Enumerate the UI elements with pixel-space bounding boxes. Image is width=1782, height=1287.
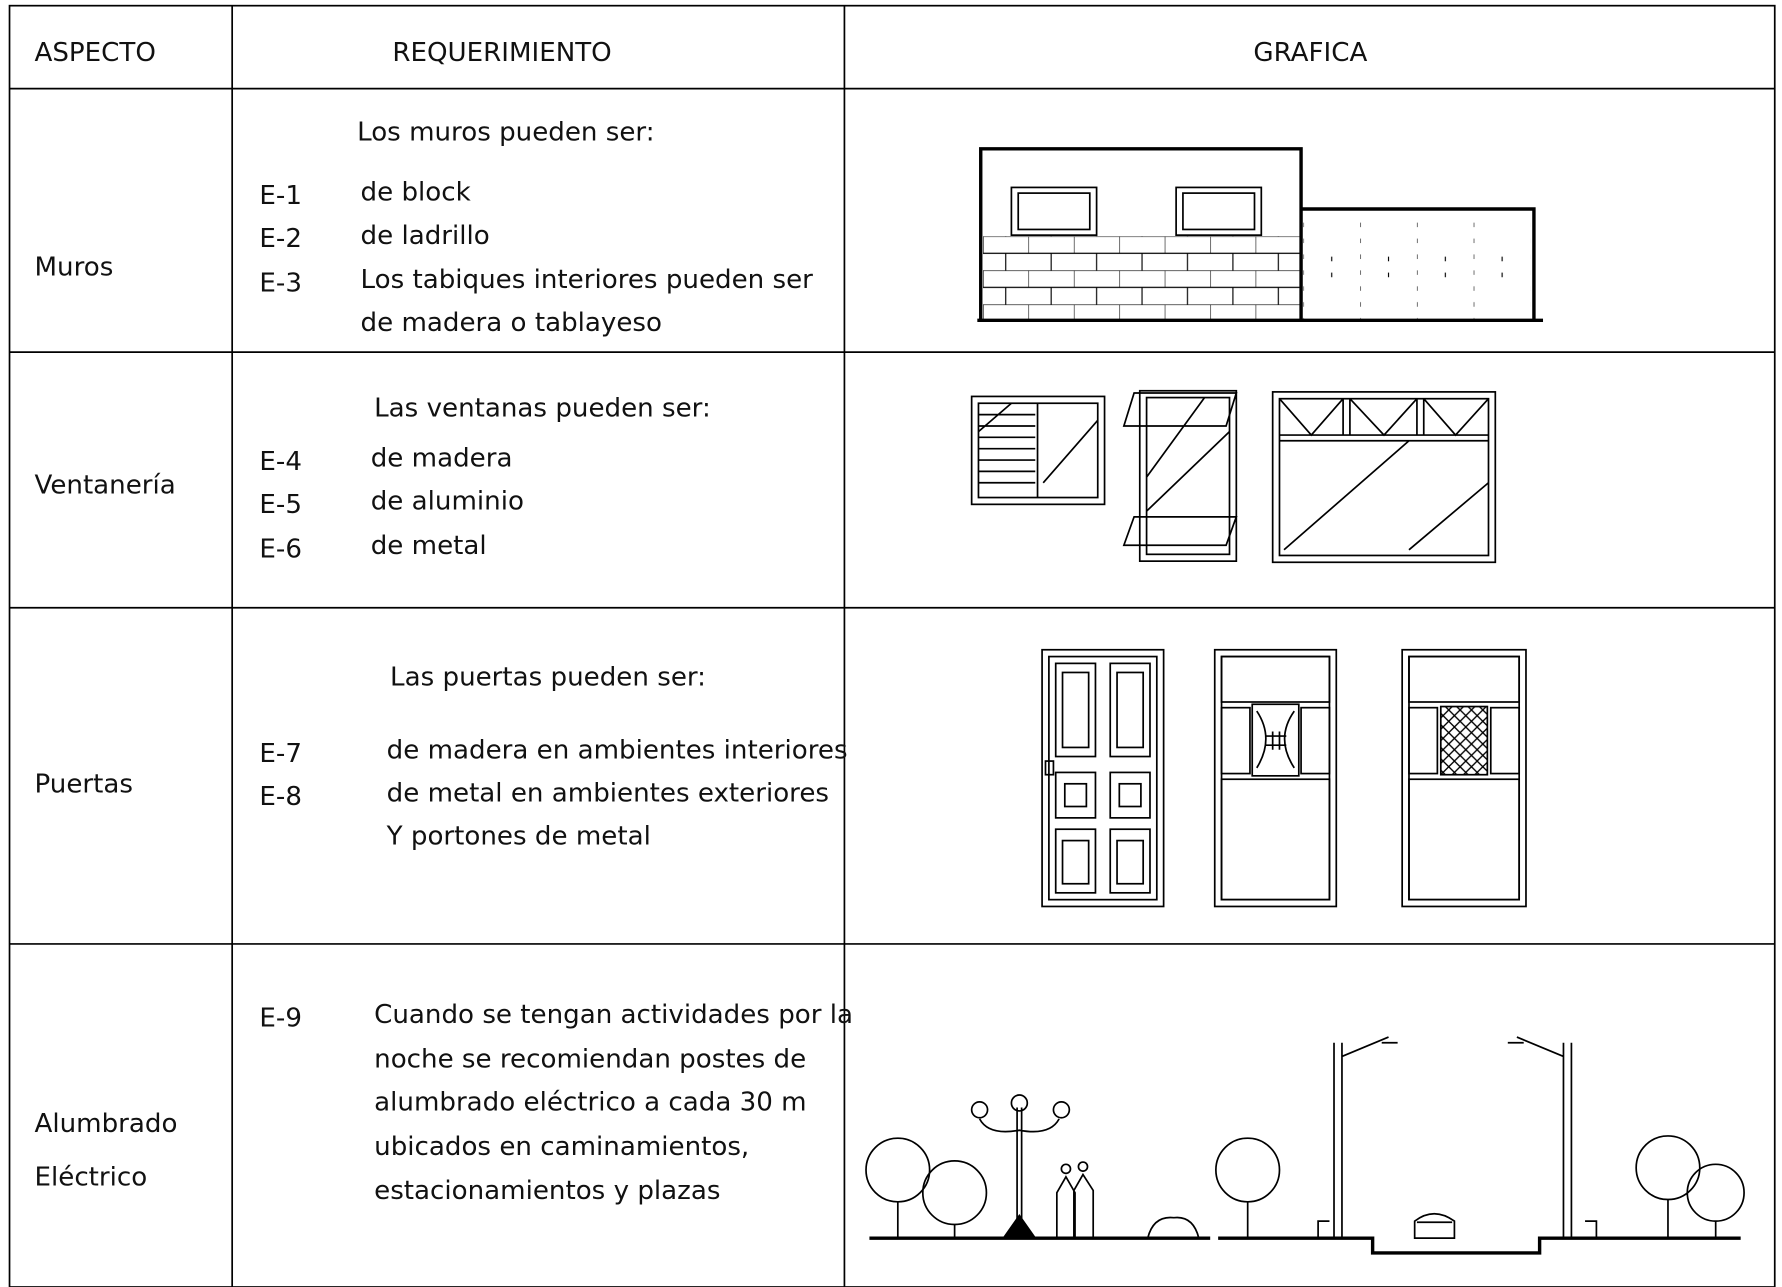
aspect: Alumbrado <box>35 1109 178 1139</box>
column-header: GRAFICA <box>1253 38 1367 68</box>
column-header: ASPECTO <box>35 38 156 68</box>
requirement-line: de ladrillo <box>361 221 490 251</box>
requirement-line: ubicados en caminamientos, <box>374 1132 749 1162</box>
code: E-6 <box>259 534 302 564</box>
code: E-2 <box>259 224 302 254</box>
door-drawing <box>1041 648 1527 908</box>
wall-drawing <box>977 147 1544 323</box>
window-drawing <box>970 389 1497 564</box>
aspect: Muros <box>35 253 114 283</box>
requirement-line: Los tabiques interiores pueden ser <box>361 265 814 295</box>
intro: Los muros pueden ser: <box>357 117 654 147</box>
code: E-4 <box>259 447 302 477</box>
requirement-line: de block <box>361 178 472 208</box>
requirement-line: de aluminio <box>371 487 524 517</box>
requirement-line: de metal <box>371 531 487 561</box>
lighting-drawing <box>865 1036 1745 1255</box>
aspect: Ventanería <box>35 471 176 501</box>
trees <box>865 1135 1745 1239</box>
requirement-line: de madera <box>371 443 513 473</box>
code: E-9 <box>259 1003 302 1033</box>
intro: Las ventanas pueden ser: <box>374 393 711 423</box>
requirement-line: estacionamientos y plazas <box>374 1176 720 1206</box>
code: E-5 <box>259 490 302 520</box>
requirement-line: alumbrado eléctrico a cada 30 m <box>374 1087 806 1117</box>
requirement-line: de madera en ambientes interiores <box>387 735 848 765</box>
code: E-7 <box>259 739 302 769</box>
column-header: REQUERIMIENTO <box>392 38 611 68</box>
requirement-line: Y portones de metal <box>386 822 651 852</box>
requirement-line: de metal en ambientes exteriores <box>387 779 829 809</box>
requirement-line: Cuando se tengan actividades por la <box>374 1000 853 1030</box>
table-text: ASPECTO REQUERIMIENTO GRAFICA Muros Los muro… <box>35 38 1368 1206</box>
aspect: Puertas <box>35 769 133 799</box>
code: E-8 <box>259 782 302 812</box>
aspect: Eléctrico <box>35 1162 148 1192</box>
requirement-line: de madera o tablayeso <box>361 308 662 338</box>
code: E-3 <box>259 268 302 298</box>
table-grid <box>8 4 1776 1287</box>
intro: Las puertas pueden ser: <box>390 663 706 693</box>
requirement-line: noche se recomiendan postes de <box>374 1044 806 1074</box>
code: E-1 <box>259 181 302 211</box>
